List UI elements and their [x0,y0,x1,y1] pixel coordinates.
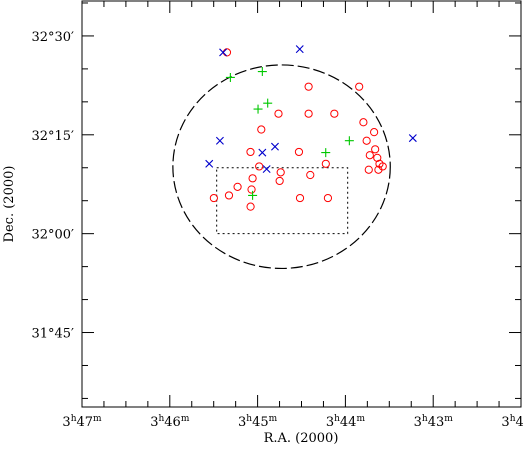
plus-marker [321,148,331,158]
survey-box [216,167,349,235]
x-tick-label: 3h46m [150,414,190,430]
x-tick-label: 3h44m [326,414,366,430]
circle-marker [247,185,256,194]
axis-ticks [81,1,522,407]
circle-marker [304,109,313,118]
circle-marker [274,109,283,118]
circle-marker [275,176,284,186]
data-marks [205,45,417,211]
plus-marker [344,136,354,146]
cross-marker [219,48,228,57]
circle-marker [362,136,371,145]
plus-marker [257,67,267,77]
circle-marker [246,147,255,157]
circle-marker [364,165,373,174]
y-axis-label: Dec. (2000) [2,166,17,243]
circle-marker [295,193,305,203]
circle-marker [304,82,313,91]
cross-marker [270,142,279,151]
circle-marker [323,193,333,203]
circle-marker [209,193,218,203]
cross-marker [215,136,224,145]
circle-marker [248,174,257,183]
circle-marker [294,147,304,157]
circle-marker [355,82,364,91]
circle-marker [255,162,264,171]
circle-marker [246,202,255,211]
circle-marker [365,151,374,160]
circle-marker [222,48,232,57]
circle-marker [359,118,368,127]
circle-marker [374,165,383,174]
y-tick-label: 32°15′ [31,129,74,144]
y-tick-label: 31°45′ [31,327,74,342]
circle-marker [330,109,339,118]
y-tick-label: 32°30′ [31,30,74,45]
x-axis-label: R.A. (2000) [264,431,339,446]
cross-marker [262,165,271,174]
tick-labels: 3h47m 3h46m 3h45m 3h44m 3h43m 3h42m 32°30′ 32°1… [31,30,523,430]
cross-marker [205,159,214,168]
field-circle [172,64,391,270]
overlays [172,64,391,270]
plus-marker [225,72,235,82]
plus-marker [253,104,263,114]
circle-marker [276,168,285,177]
circle-marker [371,145,380,154]
circle-marker [224,191,234,200]
circle-marker [257,125,266,134]
plus-marker [248,190,258,200]
x-tick-label: 3h47m [62,414,102,430]
circle-marker [306,170,315,180]
plot-frame [81,0,522,408]
circle-marker [321,159,330,168]
plus-marker [263,98,273,108]
cross-marker [295,45,304,54]
cross-marker [258,148,267,157]
circle-marker [370,128,379,137]
cross-marker [408,134,417,143]
y-tick-label: 32°00′ [31,228,74,243]
x-tick-label: 3h43m [414,414,454,430]
x-tick-label: 3h45m [238,414,278,430]
x-tick-label: 3h42m [501,414,523,430]
circle-marker [233,182,242,191]
circle-marker [373,153,382,162]
